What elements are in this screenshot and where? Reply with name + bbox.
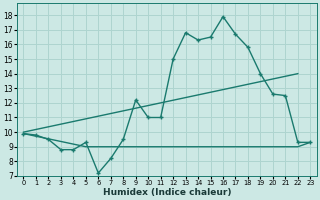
X-axis label: Humidex (Indice chaleur): Humidex (Indice chaleur)	[103, 188, 231, 197]
